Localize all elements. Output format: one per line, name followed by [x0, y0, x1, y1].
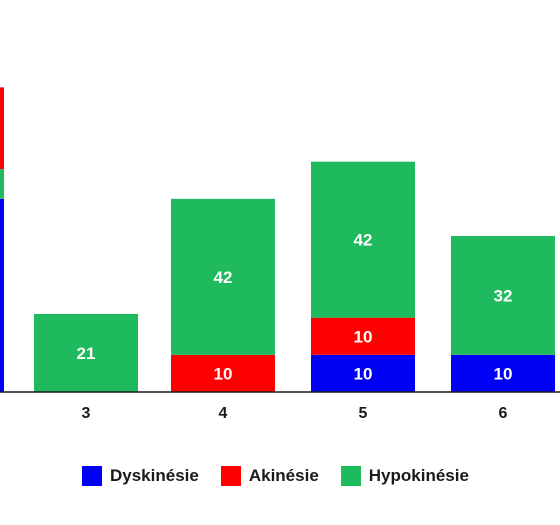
legend-swatch-dyskinesie	[82, 466, 102, 486]
data-label: 42	[214, 268, 233, 287]
data-label: 10	[354, 364, 373, 383]
bar-segment-6-dyskinésie	[451, 354, 555, 392]
legend-label-hypokinesie: Hypokinésie	[368, 466, 469, 485]
bar-segment-partial-hypokinésie	[0, 169, 4, 199]
legend-label-akinesie: Akinésie	[248, 466, 319, 485]
x-tick-label: 4	[219, 405, 228, 422]
data-label: 32	[494, 286, 513, 305]
x-tick-label: 3	[82, 405, 91, 422]
legend: Dyskinésie Akinésie Hypokinésie	[82, 466, 491, 486]
legend-item-dyskinesie: Dyskinésie	[82, 466, 199, 486]
data-label: 21	[77, 344, 96, 363]
data-label: 42	[354, 231, 373, 250]
data-label: 10	[494, 364, 513, 383]
bar-segment-partial-dyskinésie	[0, 198, 4, 392]
legend-label-dyskinesie: Dyskinésie	[110, 466, 199, 485]
bar-segment-4-hypokinésie	[171, 198, 275, 355]
legend-swatch-hypokinesie	[340, 466, 361, 486]
bar-segment-6-hypokinésie	[451, 235, 555, 355]
bar-segment-5-hypokinésie	[311, 161, 415, 318]
bar-segment-3-hypokinésie	[34, 313, 138, 392]
bar-segment-4-akinésie	[171, 354, 275, 392]
x-tick-label: 5	[359, 405, 368, 422]
data-label: 10	[354, 327, 373, 346]
x-tick-label: 6	[499, 405, 508, 422]
legend-item-hypokinesie: Hypokinésie	[340, 466, 469, 486]
data-label: 10	[214, 364, 233, 383]
legend-item-akinesie: Akinésie	[220, 466, 319, 486]
bar-segment-partial-akinésie	[0, 87, 4, 170]
legend-swatch-akinesie	[220, 466, 241, 486]
bar-segment-5-akinésie	[311, 317, 415, 355]
bar-segment-5-dyskinésie	[311, 354, 415, 392]
